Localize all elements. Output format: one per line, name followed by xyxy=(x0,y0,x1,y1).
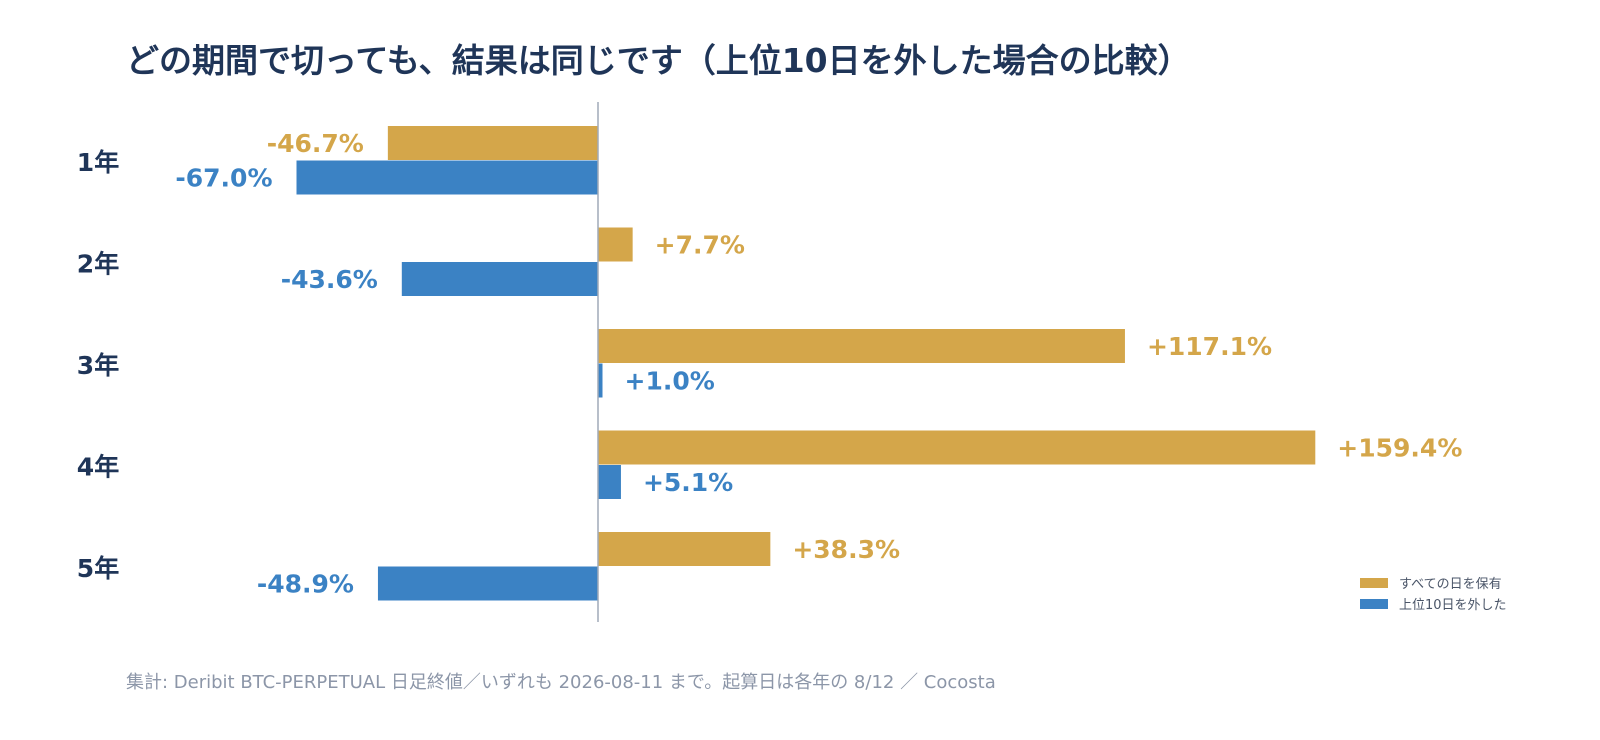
bar-exclude-top10 xyxy=(377,566,598,601)
bar-chart: 1年 -46.7% -67.0% 2年 +7.7% -43.6% 3年 +117.1% +1.0… xyxy=(77,102,1462,622)
data-label: +7.7% xyxy=(655,231,745,260)
legend-item-hold-all: すべての日を保有 xyxy=(1360,572,1507,593)
bar-hold-all xyxy=(598,227,633,262)
data-label: -67.0% xyxy=(175,164,272,193)
category-label: 2年 xyxy=(77,250,119,279)
data-label: -46.7% xyxy=(267,129,364,158)
legend-label-hold-all: すべての日を保有 xyxy=(1399,577,1502,592)
category-label: 3年 xyxy=(77,351,119,380)
bar-exclude-top10 xyxy=(296,160,598,195)
data-label: +5.1% xyxy=(643,468,733,497)
data-label: -48.9% xyxy=(257,570,354,599)
legend-swatch-exclude-top10 xyxy=(1360,598,1388,609)
bar-hold-all xyxy=(598,329,1125,363)
legend-item-exclude-top10: 上位10日を外した xyxy=(1360,593,1507,614)
category-label: 4年 xyxy=(77,453,119,482)
data-label: +117.1% xyxy=(1147,332,1272,361)
legend: すべての日を保有 上位10日を外した xyxy=(1360,572,1507,614)
bar-hold-all xyxy=(598,430,1316,465)
bar-hold-all xyxy=(598,532,771,566)
bar-exclude-top10 xyxy=(401,262,598,296)
bar-hold-all xyxy=(387,126,598,160)
legend-label-exclude-top10: 上位10日を外した xyxy=(1399,598,1507,613)
data-label: +1.0% xyxy=(625,367,715,396)
bar-exclude-top10 xyxy=(598,465,621,499)
bar-exclude-top10 xyxy=(598,363,603,398)
data-label: +38.3% xyxy=(792,535,900,564)
source-footnote: 集計: Deribit BTC-PERPETUAL 日足終値／いずれも 2026… xyxy=(126,672,996,693)
category-label: 1年 xyxy=(77,148,119,177)
legend-swatch-hold-all xyxy=(1360,577,1388,588)
data-label: +159.4% xyxy=(1337,434,1462,463)
category-label: 5年 xyxy=(77,554,119,583)
data-label: -43.6% xyxy=(281,265,378,294)
chart-title: どの期間で切っても、結果は同じです（上位10日を外した場合の比較） xyxy=(126,41,1191,80)
